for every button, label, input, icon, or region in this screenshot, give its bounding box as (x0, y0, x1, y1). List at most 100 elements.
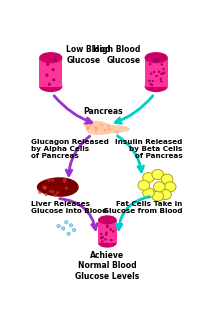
Circle shape (52, 78, 56, 81)
Circle shape (89, 124, 92, 127)
Circle shape (87, 126, 90, 129)
Circle shape (151, 57, 153, 60)
Ellipse shape (143, 188, 154, 198)
Ellipse shape (152, 191, 163, 201)
Text: Low Blood
Glucose: Low Blood Glucose (66, 45, 111, 65)
Circle shape (54, 193, 57, 197)
Circle shape (44, 186, 47, 189)
Circle shape (154, 60, 156, 62)
Circle shape (42, 185, 46, 188)
Text: Pancreas: Pancreas (84, 107, 123, 116)
Circle shape (69, 224, 73, 227)
Ellipse shape (39, 81, 62, 92)
Circle shape (148, 80, 150, 82)
Circle shape (72, 228, 76, 232)
Text: High Blood
Glucose: High Blood Glucose (93, 45, 141, 65)
Circle shape (47, 178, 51, 182)
Ellipse shape (145, 81, 168, 92)
Circle shape (107, 124, 110, 128)
Circle shape (115, 131, 118, 134)
Text: Insulin Released
by Beta Cells
of Pancreas: Insulin Released by Beta Cells of Pancre… (115, 139, 183, 159)
Ellipse shape (160, 189, 171, 200)
Circle shape (160, 73, 163, 75)
Circle shape (67, 232, 70, 236)
Circle shape (155, 59, 157, 61)
Circle shape (56, 191, 59, 194)
Circle shape (160, 80, 162, 83)
Circle shape (86, 127, 89, 130)
Circle shape (54, 58, 57, 61)
Ellipse shape (143, 173, 154, 183)
Circle shape (149, 83, 152, 85)
Circle shape (162, 72, 164, 75)
Circle shape (48, 83, 51, 86)
Ellipse shape (39, 52, 62, 63)
Circle shape (105, 232, 108, 234)
Text: Achieve
Normal Blood
Glucose Levels: Achieve Normal Blood Glucose Levels (75, 251, 140, 280)
Circle shape (52, 68, 55, 71)
Circle shape (63, 178, 67, 181)
Ellipse shape (138, 180, 150, 190)
Circle shape (44, 193, 48, 196)
Circle shape (49, 190, 52, 193)
Circle shape (94, 126, 97, 129)
Circle shape (112, 230, 115, 233)
Circle shape (110, 228, 112, 231)
Circle shape (101, 236, 103, 239)
Circle shape (105, 233, 107, 236)
Polygon shape (39, 58, 62, 86)
Circle shape (65, 187, 68, 190)
Circle shape (162, 68, 165, 70)
Circle shape (106, 225, 108, 227)
Ellipse shape (161, 174, 173, 184)
Circle shape (161, 58, 163, 60)
Circle shape (157, 60, 160, 62)
Polygon shape (145, 58, 168, 86)
Circle shape (104, 238, 107, 241)
Circle shape (95, 127, 98, 130)
Circle shape (150, 72, 152, 75)
Text: Glucagon Released
by Alpha Cells
of Pancreas: Glucagon Released by Alpha Cells of Panc… (31, 139, 109, 159)
Circle shape (62, 227, 65, 230)
Ellipse shape (98, 215, 117, 224)
Circle shape (100, 237, 103, 239)
Polygon shape (83, 121, 130, 135)
Text: Liver Releases
Glucose into Blood: Liver Releases Glucose into Blood (31, 201, 107, 214)
Circle shape (104, 129, 107, 132)
Ellipse shape (154, 182, 165, 192)
Circle shape (158, 71, 160, 73)
Circle shape (46, 63, 49, 66)
Ellipse shape (98, 239, 117, 248)
Circle shape (163, 57, 166, 60)
Circle shape (43, 187, 46, 190)
Ellipse shape (164, 182, 176, 192)
Circle shape (86, 126, 89, 129)
Circle shape (156, 58, 158, 61)
Circle shape (51, 190, 55, 193)
Circle shape (100, 123, 103, 126)
Ellipse shape (152, 169, 163, 179)
Circle shape (57, 224, 60, 228)
Circle shape (111, 220, 113, 223)
Ellipse shape (145, 52, 168, 63)
Circle shape (100, 233, 103, 235)
Circle shape (151, 80, 154, 82)
Circle shape (51, 179, 54, 182)
Polygon shape (37, 177, 79, 197)
Circle shape (95, 129, 98, 132)
Circle shape (161, 63, 163, 66)
Circle shape (108, 128, 111, 131)
Circle shape (45, 74, 48, 77)
Circle shape (160, 78, 162, 80)
Circle shape (155, 75, 158, 77)
Circle shape (163, 72, 165, 74)
Circle shape (106, 226, 109, 228)
Circle shape (101, 236, 104, 238)
Circle shape (110, 239, 113, 241)
Circle shape (149, 63, 151, 65)
Text: Fat Cells Take in
Glucose from Blood: Fat Cells Take in Glucose from Blood (103, 201, 183, 214)
Circle shape (152, 58, 154, 61)
Circle shape (101, 241, 104, 243)
Circle shape (153, 71, 155, 73)
Circle shape (151, 84, 153, 86)
